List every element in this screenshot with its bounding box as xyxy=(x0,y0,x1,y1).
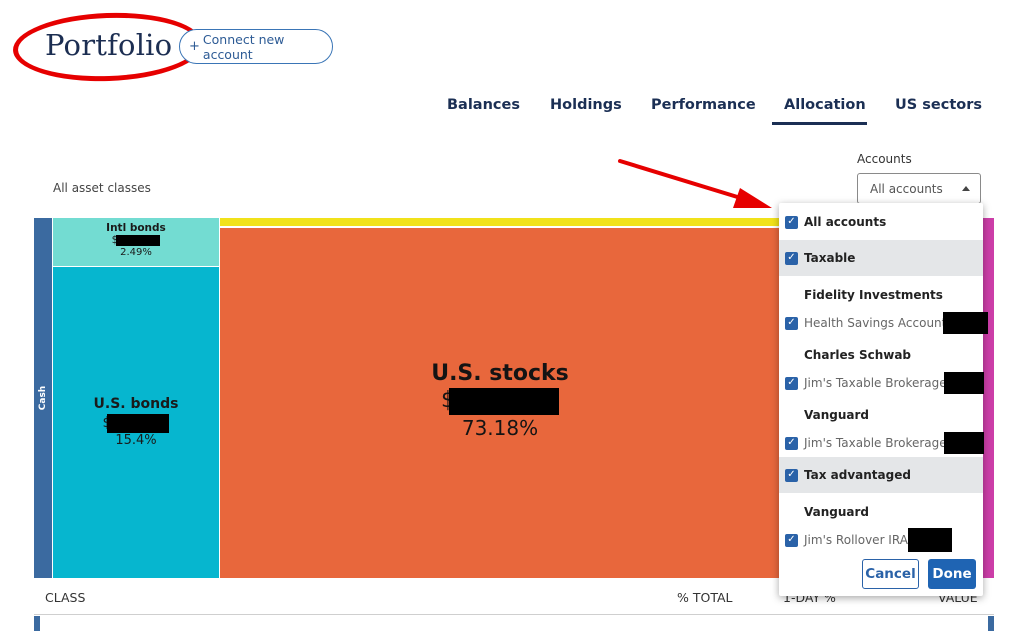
dropdown-item-all-accounts[interactable]: ✓ All accounts xyxy=(785,215,886,229)
treemap-us-stocks[interactable]: U.S. stocks $ 73.18% xyxy=(220,228,780,578)
dropdown-item-tax-advantaged[interactable]: ✓ Tax advantaged xyxy=(785,468,911,482)
treemap-us-stocks-label: U.S. stocks xyxy=(431,361,569,386)
treemap-intl-bonds[interactable]: Intl bonds $ 2.49% xyxy=(53,218,219,266)
dropdown-item-account[interactable]: ✓ Jim's Rollover IRA xyxy=(785,528,952,552)
dropdown-item-account[interactable]: ✓ Jim's Taxable Brokerage xyxy=(785,372,984,394)
connect-account-label: Connect new account xyxy=(202,31,285,62)
tab-balances[interactable]: Balances xyxy=(447,97,520,113)
checkbox-checked-icon[interactable]: ✓ xyxy=(785,376,798,390)
column-header-pct-total[interactable]: % TOTAL xyxy=(677,590,733,605)
asset-class-filter[interactable]: All asset classes xyxy=(53,181,151,195)
accounts-select[interactable]: All accounts xyxy=(857,173,981,204)
treemap-us-bonds[interactable]: U.S. bonds $ 15.4% xyxy=(53,267,219,578)
treemap-intl-bonds-percent: 2.49% xyxy=(120,247,152,258)
page-title: Portfolio xyxy=(45,28,173,62)
table-row-color-marker xyxy=(34,616,40,631)
connect-account-button[interactable]: + Connect new account xyxy=(179,29,333,64)
treemap-cash[interactable]: Cash xyxy=(34,218,52,578)
dropdown-item-account[interactable]: ✓ Jim's Taxable Brokerage xyxy=(785,432,984,454)
checkbox-checked-icon[interactable]: ✓ xyxy=(785,215,798,229)
checkbox-checked-icon[interactable]: ✓ xyxy=(785,316,798,330)
dropdown-item-account[interactable]: ✓ Health Savings Account xyxy=(785,312,989,334)
treemap-us-bonds-percent: 15.4% xyxy=(115,433,157,448)
column-header-class[interactable]: CLASS xyxy=(45,590,86,605)
accounts-label: Accounts xyxy=(857,152,912,166)
tab-us-sectors[interactable]: US sectors xyxy=(895,97,982,113)
treemap-us-stocks-value: $ xyxy=(220,387,780,415)
checkbox-checked-icon[interactable]: ✓ xyxy=(785,533,798,547)
plus-icon: + xyxy=(189,39,200,54)
table-row-color-marker xyxy=(988,616,994,631)
treemap-us-stocks-percent: 73.18% xyxy=(461,416,539,440)
treemap-intl-bonds-value: $ xyxy=(53,234,219,247)
institution-vanguard: Vanguard xyxy=(804,408,870,422)
table-divider xyxy=(34,614,994,615)
institution-fidelity: Fidelity Investments xyxy=(804,288,943,302)
institution-vanguard: Vanguard xyxy=(804,505,870,519)
treemap-us-bonds-label: U.S. bonds xyxy=(93,396,179,412)
redaction xyxy=(943,372,984,394)
tab-allocation[interactable]: Allocation xyxy=(784,97,866,113)
dropdown-item-taxable[interactable]: ✓ Taxable xyxy=(785,251,855,265)
account-label: Health Savings Account xyxy=(804,316,947,330)
account-label: Jim's Taxable Brokerage xyxy=(804,376,947,390)
tab-holdings[interactable]: Holdings xyxy=(550,97,622,113)
institution-schwab: Charles Schwab xyxy=(804,348,912,362)
treemap-other-pink[interactable] xyxy=(980,218,994,578)
accounts-dropdown-panel: ✓ All accounts ✓ Taxable Fidelity Invest… xyxy=(779,203,989,596)
checkbox-checked-icon[interactable]: ✓ xyxy=(785,436,798,450)
dropdown-item-label: Taxable xyxy=(804,251,856,265)
caret-up-icon xyxy=(962,186,970,191)
treemap-other-yellow[interactable] xyxy=(220,218,780,226)
tab-performance[interactable]: Performance xyxy=(651,97,756,113)
accounts-select-value: All accounts xyxy=(870,182,943,196)
account-label: Jim's Rollover IRA xyxy=(804,533,908,547)
checkbox-checked-icon[interactable]: ✓ xyxy=(785,251,798,265)
done-button[interactable]: Done xyxy=(928,559,976,589)
treemap-intl-bonds-label: Intl bonds xyxy=(106,222,166,234)
redaction xyxy=(943,432,984,454)
active-tab-indicator xyxy=(772,122,867,125)
dropdown-item-label: All accounts xyxy=(804,215,887,229)
dropdown-group-tax-advantaged xyxy=(779,457,983,493)
redaction xyxy=(943,312,989,334)
redaction xyxy=(907,528,952,552)
account-label: Jim's Taxable Brokerage xyxy=(804,436,947,450)
cancel-button[interactable]: Cancel xyxy=(862,559,919,589)
checkbox-checked-icon[interactable]: ✓ xyxy=(785,468,798,482)
treemap-us-bonds-value: $ xyxy=(53,413,219,433)
dropdown-item-label: Tax advantaged xyxy=(804,468,911,482)
treemap-cash-label: Cash xyxy=(38,385,48,411)
dropdown-group-taxable xyxy=(779,240,983,276)
